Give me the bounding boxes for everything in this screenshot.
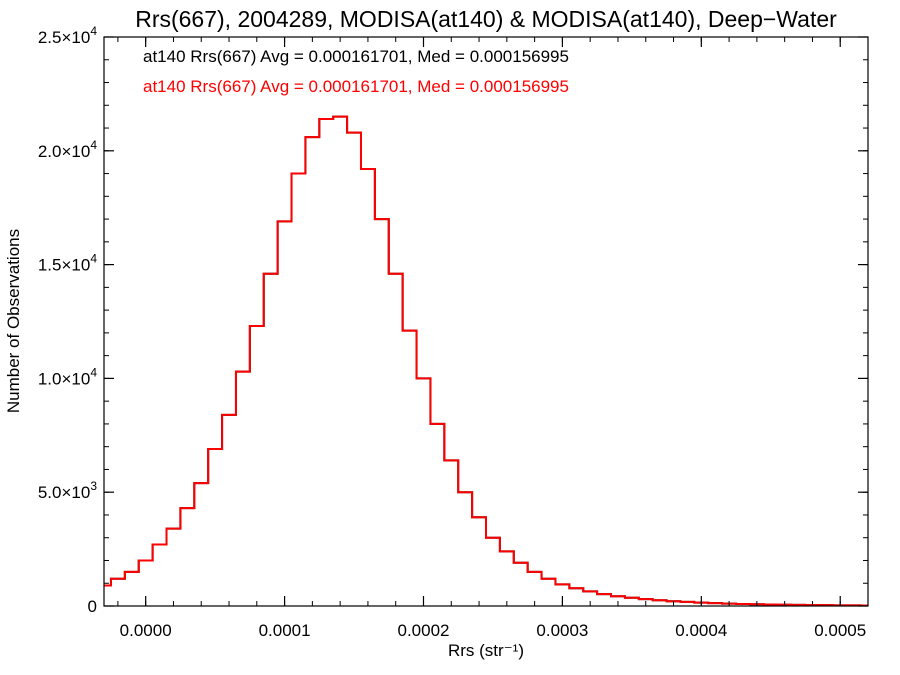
y-tick-label: 1.0×104 (38, 365, 97, 388)
axis-ticks (104, 36, 869, 607)
x-axis-label: Rrs (str⁻¹) (448, 641, 524, 660)
y-tick-label: 2.0×104 (38, 138, 97, 161)
x-tick-label: 0.0005 (814, 621, 866, 640)
x-tick-label: 0.0000 (120, 621, 172, 640)
plot-frame (103, 36, 869, 607)
y-axis-label: Number of Observations (4, 229, 23, 413)
x-tick-label: 0.0004 (675, 621, 727, 640)
annotation-black: at140 Rrs(667) Avg = 0.000161701, Med = … (143, 47, 569, 66)
histogram-red-series (104, 115, 868, 607)
x-tick-label: 0.0001 (259, 621, 311, 640)
x-tick-label: 0.0003 (536, 621, 588, 640)
y-tick-label: 0 (88, 597, 97, 616)
x-tick-labels: 0.0000 0.0001 0.0002 0.0003 0.0004 0.0005 (120, 621, 867, 640)
annotation-red: at140 Rrs(667) Avg = 0.000161701, Med = … (143, 77, 569, 96)
y-tick-label: 1.5×104 (38, 252, 97, 275)
x-tick-label: 0.0002 (397, 621, 449, 640)
y-tick-labels: 0 5.0×103 1.0×104 1.5×104 2.0×104 2.5×104 (38, 24, 97, 616)
chart-title: Rrs(667), 2004289, MODISA(at140) & MODIS… (135, 6, 837, 32)
y-tick-label: 5.0×103 (38, 479, 97, 502)
histogram-series-group (104, 115, 868, 607)
y-tick-label: 2.5×104 (38, 24, 97, 47)
